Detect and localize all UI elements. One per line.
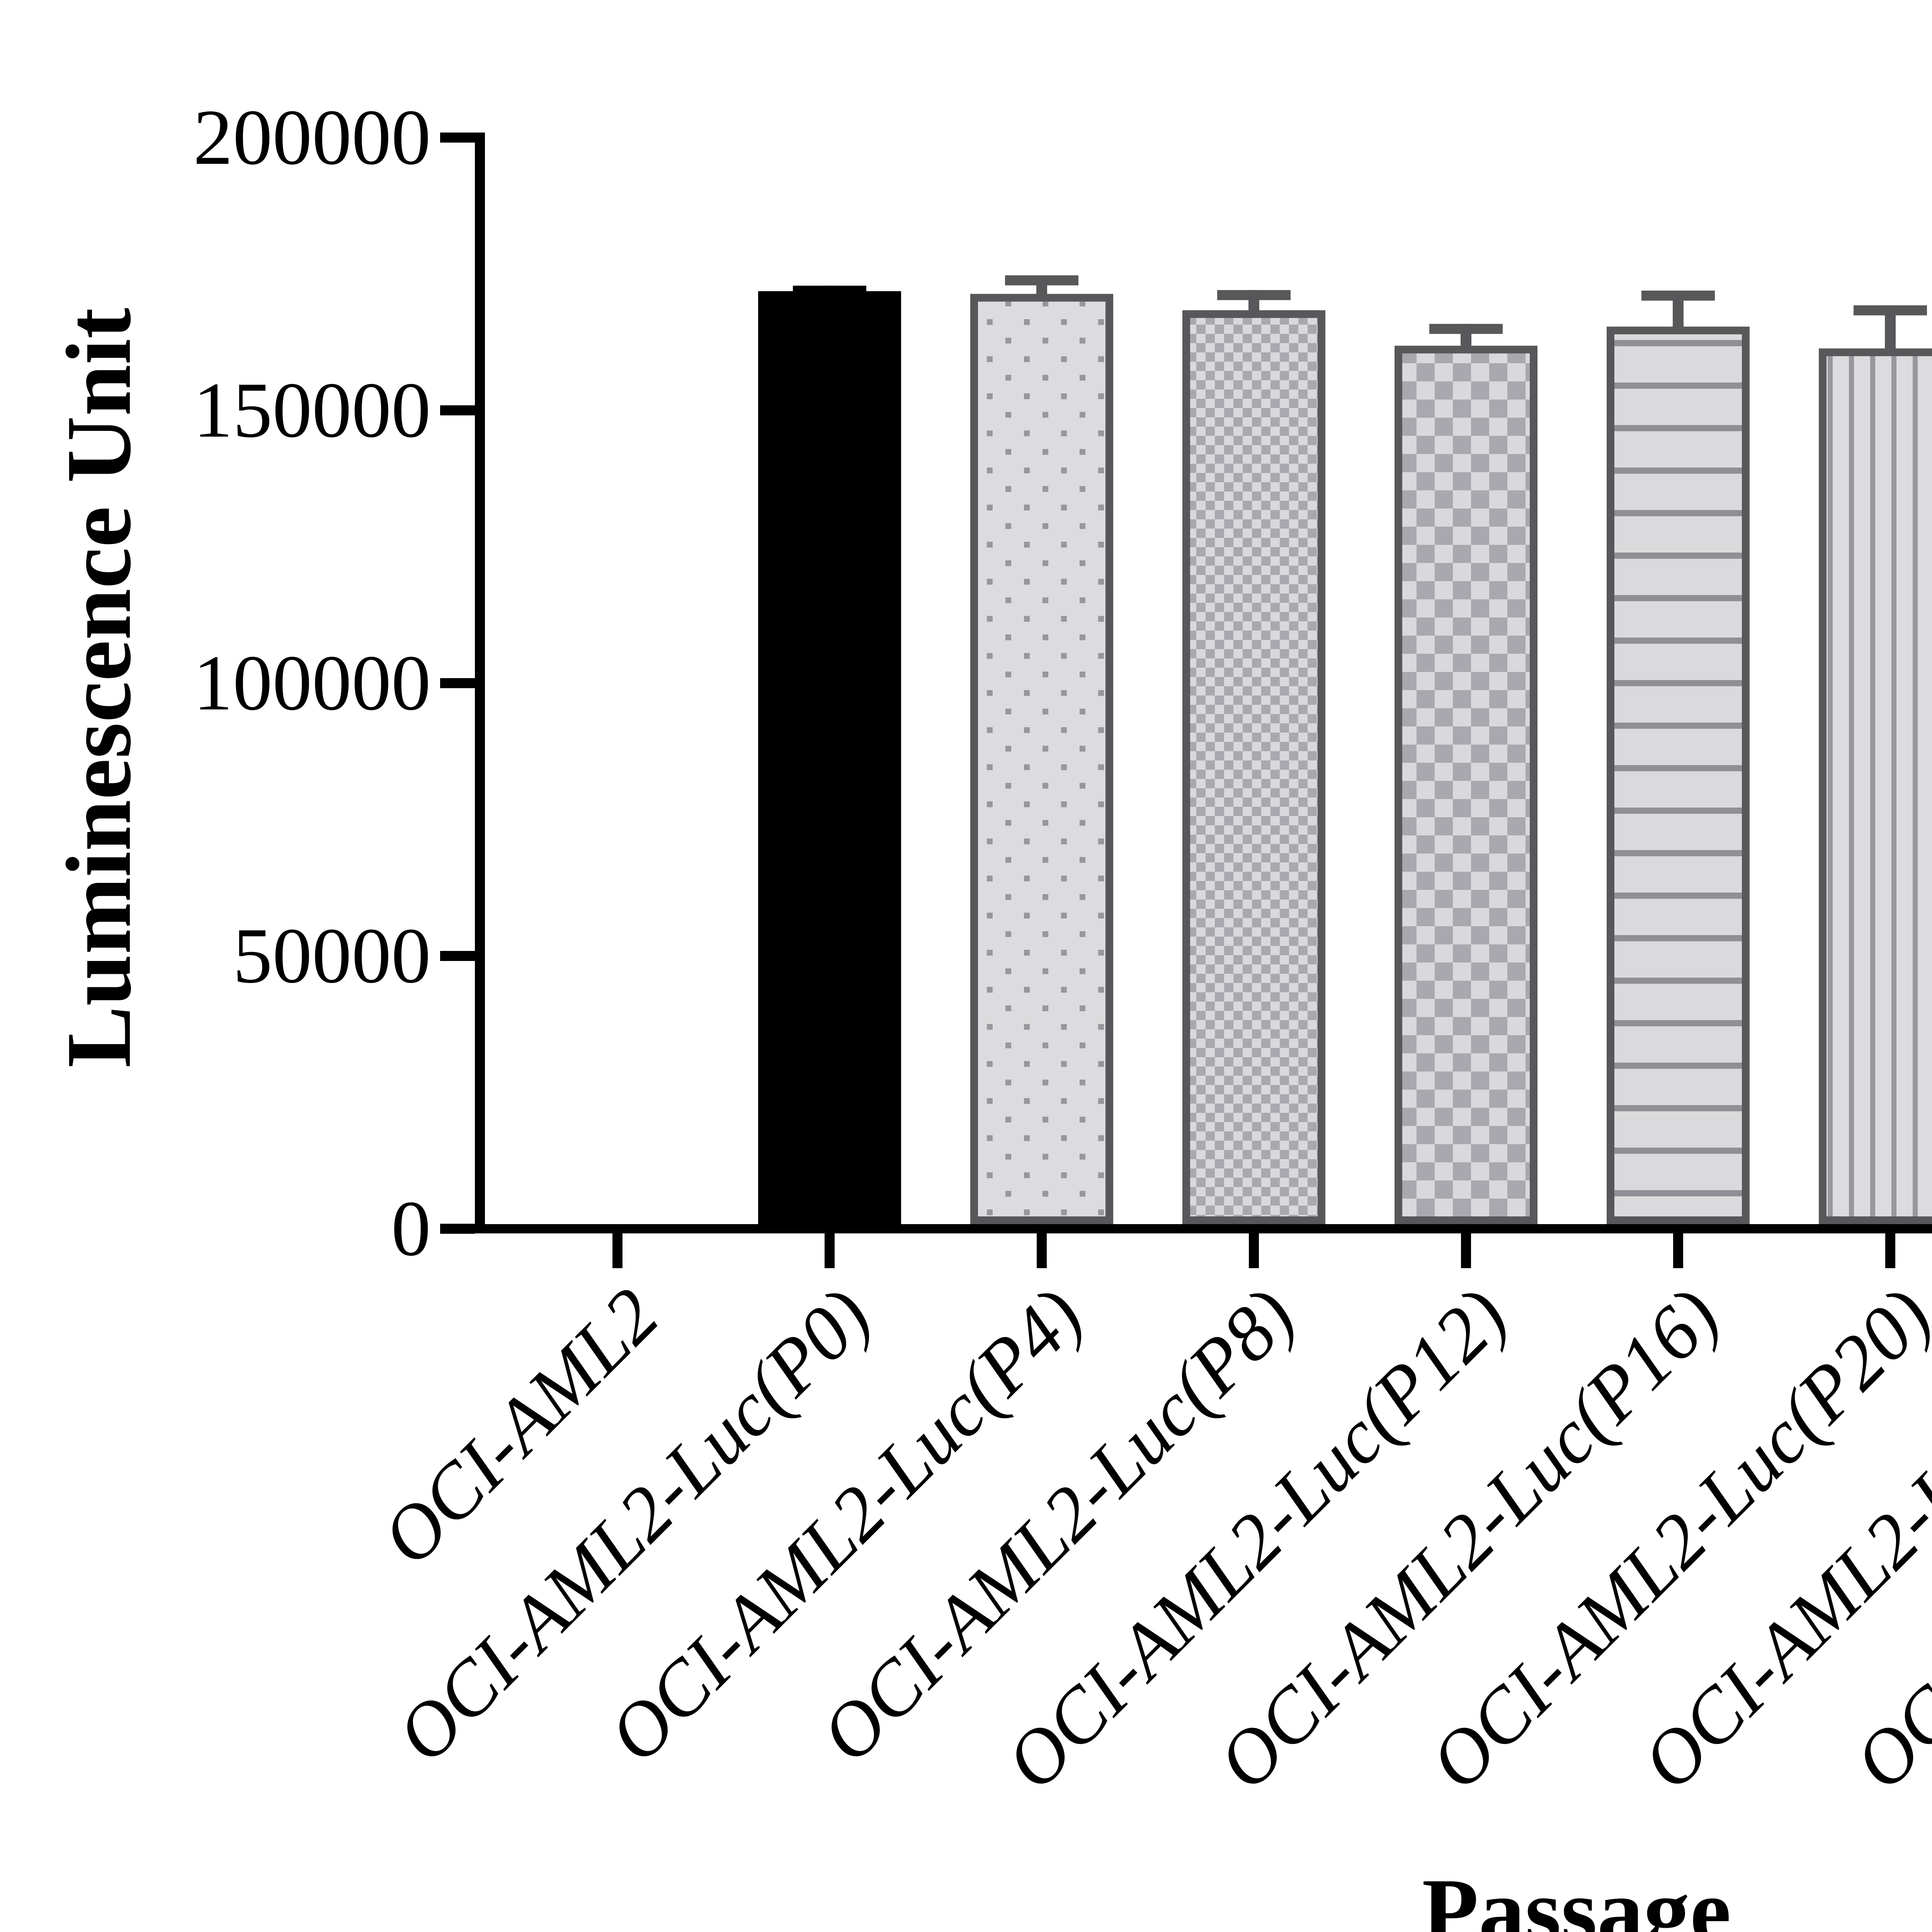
y-tick-label: 100000 bbox=[193, 639, 431, 727]
y-axis-line bbox=[475, 133, 485, 1233]
bar bbox=[1395, 345, 1537, 1225]
bar bbox=[1182, 310, 1325, 1225]
y-axis-title: Luminescence Unit bbox=[47, 308, 150, 1068]
y-tick bbox=[440, 1224, 475, 1234]
y-tick bbox=[440, 678, 475, 688]
bar bbox=[1607, 327, 1750, 1224]
y-tick-label: 200000 bbox=[193, 94, 431, 181]
x-axis-title: Passage bbox=[1422, 1859, 1731, 1932]
error-bar-cap bbox=[1641, 291, 1715, 301]
y-tick-label: 150000 bbox=[193, 366, 431, 454]
x-tick bbox=[1885, 1233, 1895, 1268]
x-tick bbox=[825, 1233, 835, 1268]
x-tick bbox=[1461, 1233, 1471, 1268]
y-tick-label: 50000 bbox=[233, 912, 431, 1000]
error-bar-cap bbox=[1429, 324, 1503, 334]
x-tick bbox=[1673, 1233, 1683, 1268]
error-bar-cap bbox=[1005, 275, 1078, 286]
y-tick bbox=[440, 133, 475, 143]
y-tick bbox=[440, 951, 475, 961]
x-tick bbox=[612, 1233, 622, 1268]
x-axis-line bbox=[475, 1224, 1932, 1233]
x-tick bbox=[1037, 1233, 1047, 1268]
x-tick bbox=[1249, 1233, 1259, 1268]
y-tick-label: 0 bbox=[391, 1185, 431, 1272]
bar bbox=[758, 291, 901, 1224]
error-bar-cap bbox=[1217, 290, 1291, 300]
bar bbox=[970, 294, 1113, 1224]
bar bbox=[1819, 348, 1932, 1224]
y-tick bbox=[440, 405, 475, 415]
error-bar-cap bbox=[1854, 305, 1927, 316]
